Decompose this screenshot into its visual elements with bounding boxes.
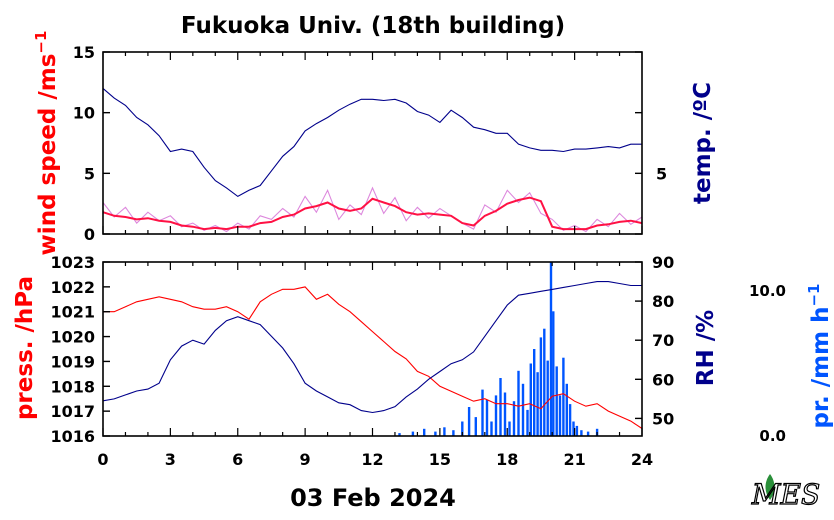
x-tick-label: 3 [165, 450, 176, 469]
precip-ticks: 0.0 10.0 [749, 282, 786, 445]
lower-right-tick-label: 50 [652, 409, 674, 428]
precip-bar [568, 404, 572, 436]
date-label: 03 Feb 2024 [290, 484, 456, 512]
precip-tick-label: 0.0 [759, 427, 786, 445]
upper-plot-area [102, 87, 643, 233]
logo-text: MES [751, 478, 820, 511]
wind-label-main: wind speed /ms [35, 54, 61, 256]
upper-left-tick-label: 10 [73, 104, 95, 123]
series-line-wind-speed-raw- [102, 186, 643, 233]
x-tick-label: 9 [300, 450, 311, 469]
precip-bar [503, 392, 507, 436]
precip-bar [558, 395, 562, 436]
lower-plot-area [102, 262, 643, 437]
precip-bar [572, 421, 575, 436]
series-line-wind-speed-mean- [102, 196, 643, 231]
precip-bar [521, 383, 525, 436]
precip-bar [490, 421, 493, 436]
lower-left-tick-label: 1018 [50, 377, 95, 396]
chart-title: Fukuoka Univ. (18th building) [181, 13, 565, 39]
leaf-icon [765, 474, 775, 500]
lower-right-tick-label: 70 [652, 331, 674, 350]
x-tick-label: 12 [361, 450, 383, 469]
lower-left-tick-label: 1019 [50, 352, 95, 371]
precip-bar [494, 395, 498, 436]
precip-axis-label: pr. /mm h−1 [805, 283, 834, 428]
precip-bar [536, 372, 539, 436]
precip-bar [565, 383, 568, 436]
precip-bar [546, 360, 549, 436]
precip-bar [452, 430, 455, 436]
precip-bar [539, 337, 543, 436]
lower-left-tick-label: 1020 [50, 328, 95, 347]
lower-left-tick-label: 1017 [50, 402, 95, 421]
lower-ticks: 1016101710181019102010211022102350607080… [50, 253, 674, 469]
precip-bar [526, 409, 529, 436]
rh-axis-label: RH /% [693, 310, 719, 386]
lower-left-tick-label: 1022 [50, 278, 95, 297]
lower-right-tick-label: 80 [652, 292, 674, 311]
x-tick-label: 15 [429, 450, 451, 469]
precip-bar [543, 328, 546, 436]
x-tick-label: 24 [631, 450, 653, 469]
precip-bar [533, 349, 536, 436]
lower-panel: 1016101710181019102010211022102350607080… [12, 253, 834, 469]
precip-bar [562, 357, 565, 436]
upper-right-tick-label: 5 [656, 164, 667, 183]
precip-bar [443, 427, 446, 436]
upper-ticks: 0 5 10 15 5 [73, 43, 667, 244]
precip-bar [485, 399, 489, 437]
series-line-temperature [102, 87, 642, 198]
precip-bar [411, 431, 415, 436]
upper-left-tick-label: 0 [84, 225, 95, 244]
precip-bar [555, 366, 558, 436]
precip-bar [461, 421, 464, 436]
lower-left-tick-label: 1023 [50, 253, 95, 272]
precip-bar [552, 311, 555, 436]
precip-bar [512, 401, 516, 436]
precip-bar [434, 431, 437, 436]
x-tick-label: 21 [563, 450, 585, 469]
wind-label-sup: −1 [32, 31, 50, 54]
precip-bar [580, 430, 583, 436]
pressure-axis-label: press. /hPa [12, 276, 38, 420]
temp-axis-label: temp. /ºC [690, 82, 716, 204]
x-tick-label: 6 [232, 450, 243, 469]
upper-left-tick-label: 15 [73, 43, 95, 62]
precip-label-sup: −1 [805, 283, 823, 306]
precip-bar [423, 428, 426, 437]
mes-logo: MES [750, 474, 821, 512]
precip-bar [467, 407, 471, 436]
precip-bar [586, 431, 590, 436]
x-tick-label: 18 [496, 450, 518, 469]
precip-bar [398, 433, 401, 436]
lower-left-tick-label: 1021 [50, 303, 95, 322]
lower-right-tick-label: 90 [652, 253, 674, 272]
precip-bar [549, 262, 553, 436]
precip-bar [499, 378, 502, 436]
series-line-relative-humidity [102, 281, 642, 414]
wind-speed-axis-label: wind speed /ms−1 [32, 31, 61, 256]
lower-right-tick-label: 60 [652, 370, 674, 389]
precip-bar [481, 389, 484, 436]
precip-tick-label: 10.0 [749, 282, 786, 300]
precip-bar [575, 425, 579, 436]
precip-bar [529, 363, 532, 436]
upper-left-tick-label: 5 [84, 164, 95, 183]
precip-bar [474, 417, 477, 436]
precip-bar [508, 421, 511, 436]
precip-label-main: pr. /mm h [808, 307, 834, 429]
upper-panel: 0 5 10 15 5 wind speed /ms−1 temp. /ºC [32, 31, 716, 256]
lower-left-tick-label: 1016 [50, 427, 95, 446]
x-tick-label: 0 [97, 450, 108, 469]
series-line-pressure [103, 286, 643, 429]
precip-bar [517, 370, 520, 437]
upper-frame [102, 51, 643, 235]
